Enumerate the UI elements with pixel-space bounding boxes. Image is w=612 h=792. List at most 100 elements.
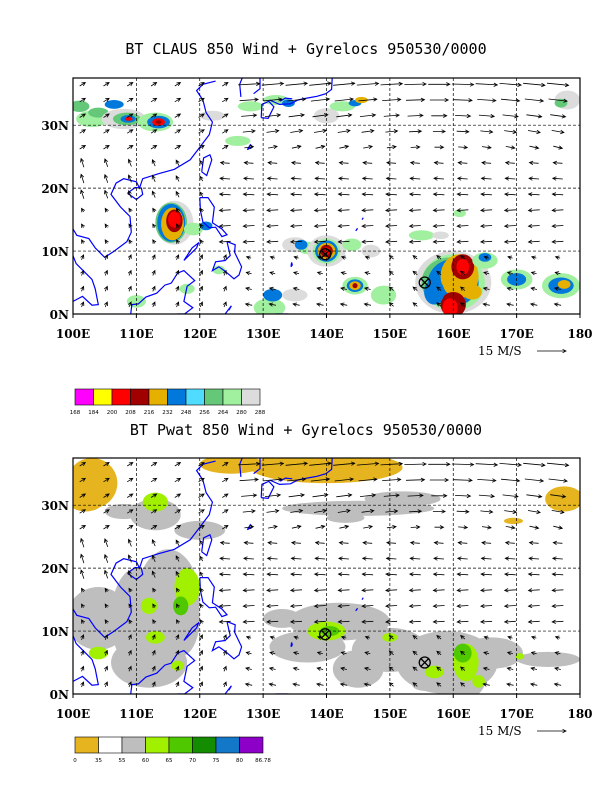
coastline-segment <box>183 621 200 641</box>
lon-tick-label: 140E <box>309 707 343 721</box>
wind-vector <box>388 682 394 687</box>
wind-vector <box>337 572 350 577</box>
wind-vector <box>336 493 353 498</box>
wind-vector <box>339 144 350 150</box>
wind-vector <box>385 619 398 624</box>
wind-vector <box>553 302 562 307</box>
wind-vector <box>554 651 561 656</box>
wind-vector <box>222 113 229 118</box>
wind-vector <box>458 525 469 530</box>
wind-vector <box>388 302 394 307</box>
shade-region <box>237 101 264 112</box>
colorbar-swatch <box>239 736 264 754</box>
wind-vector <box>480 588 493 593</box>
wind-vector <box>291 524 302 530</box>
colorbar-label: 280 <box>236 410 247 416</box>
wind-vector <box>175 159 180 166</box>
wind-vector <box>104 603 109 609</box>
lon-tick-label: 120E <box>183 707 217 721</box>
wind-vector <box>222 254 227 260</box>
wind-vector <box>174 129 182 134</box>
wind-vector <box>340 255 347 260</box>
wind-vector <box>104 587 109 593</box>
wind-vector <box>530 635 537 640</box>
wind-vector <box>408 619 421 624</box>
wind-vector <box>150 145 158 150</box>
wind-vector <box>554 666 561 671</box>
wind-vector <box>290 540 301 545</box>
wind-vector <box>199 571 204 578</box>
shade-region <box>142 492 169 512</box>
wind-vector <box>310 477 331 482</box>
wind-vector <box>174 145 182 150</box>
shade-region <box>212 265 226 275</box>
wind-vector <box>245 635 252 640</box>
lat-tick-label: 0N <box>50 688 69 702</box>
wind-vector <box>290 508 304 514</box>
wind-vector <box>104 569 109 579</box>
wind-vector <box>268 286 276 291</box>
wind-vector <box>151 649 156 656</box>
gyre-marker <box>319 628 332 641</box>
wind-vector <box>263 477 283 482</box>
shade-region <box>199 458 264 474</box>
wind-vector <box>198 113 205 118</box>
wind-vector <box>175 301 180 308</box>
wind-vector <box>429 477 450 483</box>
wind-vector <box>340 651 347 656</box>
wind-vector <box>126 493 134 498</box>
wind-vector <box>553 682 562 687</box>
lat-tick-label: 30N <box>41 499 69 513</box>
wind-vector <box>79 82 87 87</box>
wind-vector <box>480 572 492 577</box>
wind-vector <box>436 666 442 671</box>
wind-vector <box>364 635 371 640</box>
wind-vector <box>480 239 493 244</box>
wind-vector <box>218 208 231 213</box>
wind-vector <box>503 223 516 229</box>
wind-vector <box>151 158 156 167</box>
wind-vector <box>339 524 350 530</box>
wind-vector <box>103 509 110 514</box>
shade-region <box>516 651 580 667</box>
wind-vector <box>126 82 134 87</box>
shade-region <box>472 675 485 688</box>
colorbar-label: 216 <box>144 410 155 416</box>
wind-vector <box>432 192 445 197</box>
wind-vector <box>219 160 230 165</box>
wind-vector <box>267 160 278 165</box>
wind-vector <box>451 462 475 467</box>
gyre-marker <box>319 248 332 261</box>
wind-vector <box>315 524 326 530</box>
coastline-segment <box>290 642 293 648</box>
coastline-segment <box>260 480 275 499</box>
wind-vector <box>79 477 87 483</box>
wind-vector <box>388 635 394 640</box>
coastline-segment <box>253 458 261 475</box>
shade-region <box>352 283 358 289</box>
wind-vector <box>451 82 475 87</box>
wind-vector <box>175 175 180 182</box>
coastline-segment <box>269 458 333 486</box>
wind-vector <box>151 554 156 563</box>
wind-vector <box>408 588 421 593</box>
shade-region <box>73 100 90 112</box>
wind-vector <box>337 508 351 514</box>
wind-vector <box>127 269 132 276</box>
wind-vector <box>337 603 350 609</box>
wind-vector <box>199 301 203 308</box>
wind-vector <box>530 651 537 656</box>
lon-tick-label: 160E <box>436 327 470 341</box>
wind-vector <box>80 553 85 564</box>
wind-vector <box>285 81 309 86</box>
wind-vector <box>244 524 255 530</box>
wind-vector <box>80 649 85 656</box>
wind-vector <box>405 477 426 482</box>
wind-vector <box>548 478 568 483</box>
wind-vector <box>527 603 540 609</box>
coastline-segment <box>239 458 243 477</box>
coastline-segment <box>201 533 213 557</box>
wind-vector <box>151 254 156 260</box>
wind-vectors <box>79 461 570 688</box>
wind-vector <box>433 176 445 181</box>
